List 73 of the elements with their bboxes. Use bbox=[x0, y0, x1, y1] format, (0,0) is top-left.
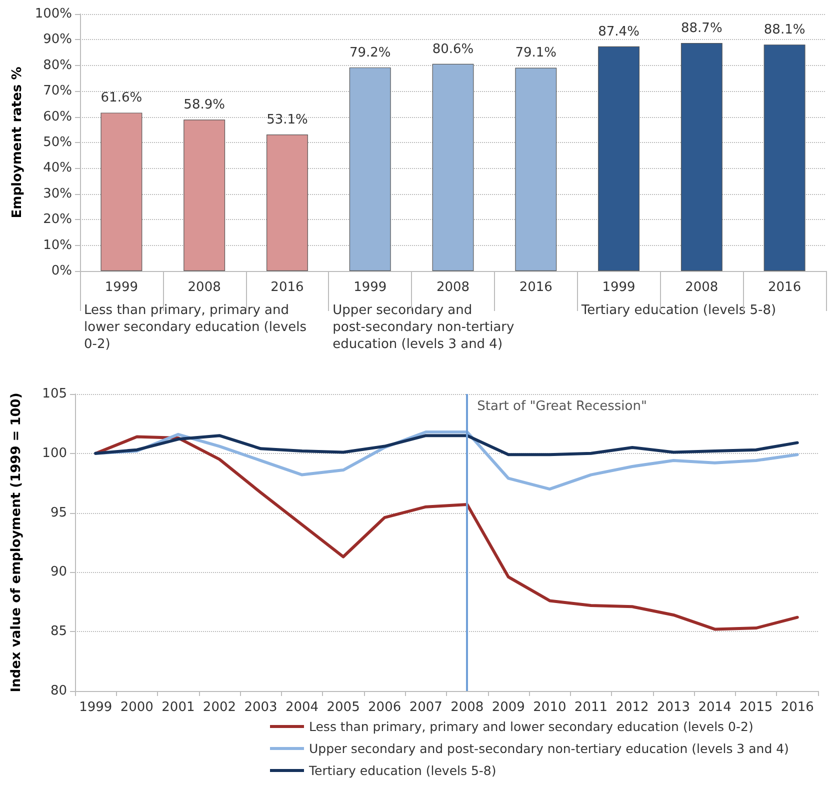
x-tick-label: 2008 bbox=[436, 280, 470, 295]
x-tick-label: 2011 bbox=[574, 700, 608, 715]
x-tick-label: 1999 bbox=[104, 280, 138, 295]
bar bbox=[266, 134, 308, 271]
bar bbox=[764, 44, 806, 271]
x-tick-label: 2004 bbox=[285, 700, 319, 715]
legend-label: Less than primary, primary and lower secondary education (levels 0-2) bbox=[309, 719, 754, 734]
x-tick-label: 1999 bbox=[602, 280, 636, 295]
line-series bbox=[94, 435, 799, 631]
y-tick-label: 85 bbox=[50, 624, 67, 640]
data-label: 88.7% bbox=[681, 21, 722, 36]
x-tick-label: 2000 bbox=[120, 700, 154, 715]
x-tick-label: 2003 bbox=[244, 700, 278, 715]
x-tick-label: 2014 bbox=[698, 700, 732, 715]
text: Upper secondary and post-secondary non-tertiary education (levels 3 and 4) bbox=[332, 303, 518, 352]
x-tick-label: 2002 bbox=[202, 700, 236, 715]
y-tick-label: 40% bbox=[43, 160, 72, 176]
x-tick-label: 2008 bbox=[450, 700, 484, 715]
x-tick-label: 2008 bbox=[685, 280, 718, 295]
y-tick-label: 80% bbox=[43, 58, 72, 73]
y-tick-label: 95 bbox=[50, 505, 67, 520]
text: Tertiary education (levels 5-8) bbox=[580, 303, 776, 318]
y-tick-label: 100 bbox=[42, 446, 67, 461]
x-tick-label: 2007 bbox=[409, 700, 442, 715]
x-tick-label: 2006 bbox=[368, 700, 402, 715]
x-tick-label: 2012 bbox=[616, 700, 649, 715]
x-tick-label: 2015 bbox=[740, 700, 773, 715]
y-tick-label: 60% bbox=[43, 109, 72, 124]
data-label: 58.9% bbox=[184, 98, 225, 113]
x-tick-label: 2005 bbox=[326, 700, 360, 715]
y-tick-label: 90 bbox=[50, 564, 67, 580]
y-axis-title: Employment rates % bbox=[10, 66, 25, 218]
legend-label: Upper secondary and post-secondary non-tertiary education (levels 3 and 4) bbox=[309, 741, 789, 756]
bar bbox=[184, 120, 226, 271]
bar bbox=[515, 68, 557, 271]
y-tick-label: 50% bbox=[43, 135, 72, 150]
y-tick-label: 30% bbox=[43, 186, 72, 202]
bar bbox=[680, 43, 722, 271]
x-tick-label: 2001 bbox=[162, 700, 195, 715]
bar bbox=[100, 112, 142, 271]
legend-label: Tertiary education (levels 5-8) bbox=[308, 763, 496, 778]
x-tick-label: 2016 bbox=[780, 700, 814, 715]
y-tick-label: 70% bbox=[43, 84, 72, 99]
data-label: 79.2% bbox=[349, 45, 391, 60]
x-tick-label: 2016 bbox=[768, 280, 802, 295]
data-label: 80.6% bbox=[432, 42, 474, 57]
y-axis-title: Index value of employment (1999 = 100) bbox=[9, 392, 24, 692]
bar bbox=[349, 67, 391, 271]
x-tick-label: 2016 bbox=[270, 280, 304, 295]
x-tick-label: 2016 bbox=[519, 280, 552, 295]
x-tick-label: 1999 bbox=[79, 700, 112, 715]
y-tick-label: 10% bbox=[43, 238, 72, 253]
y-tick-label: 80 bbox=[50, 684, 67, 698]
text: Less than primary, primary and lower secondary education (levels 0-2) bbox=[84, 303, 311, 352]
y-tick-label: 105 bbox=[42, 386, 67, 402]
line-series bbox=[94, 434, 799, 456]
y-tick-label: 0% bbox=[51, 264, 72, 278]
x-tick-label: 2008 bbox=[188, 280, 221, 295]
data-label: 79.1% bbox=[515, 46, 557, 61]
bar bbox=[598, 46, 640, 271]
data-label: 61.6% bbox=[100, 90, 142, 106]
y-tick-label: 90% bbox=[43, 32, 72, 48]
data-label: 88.1% bbox=[764, 22, 806, 38]
ref-line-label: Start of "Great Recession" bbox=[477, 399, 647, 414]
y-tick-label: 100% bbox=[34, 6, 72, 22]
data-label: 53.1% bbox=[266, 112, 308, 128]
data-label: 87.4% bbox=[598, 24, 640, 40]
x-tick-label: 2010 bbox=[533, 700, 566, 715]
x-tick-label: 1999 bbox=[354, 280, 387, 295]
bar bbox=[432, 64, 474, 271]
y-tick-label: 20% bbox=[43, 212, 72, 228]
x-tick-label: 2009 bbox=[492, 700, 525, 715]
x-tick-label: 2013 bbox=[656, 700, 690, 715]
